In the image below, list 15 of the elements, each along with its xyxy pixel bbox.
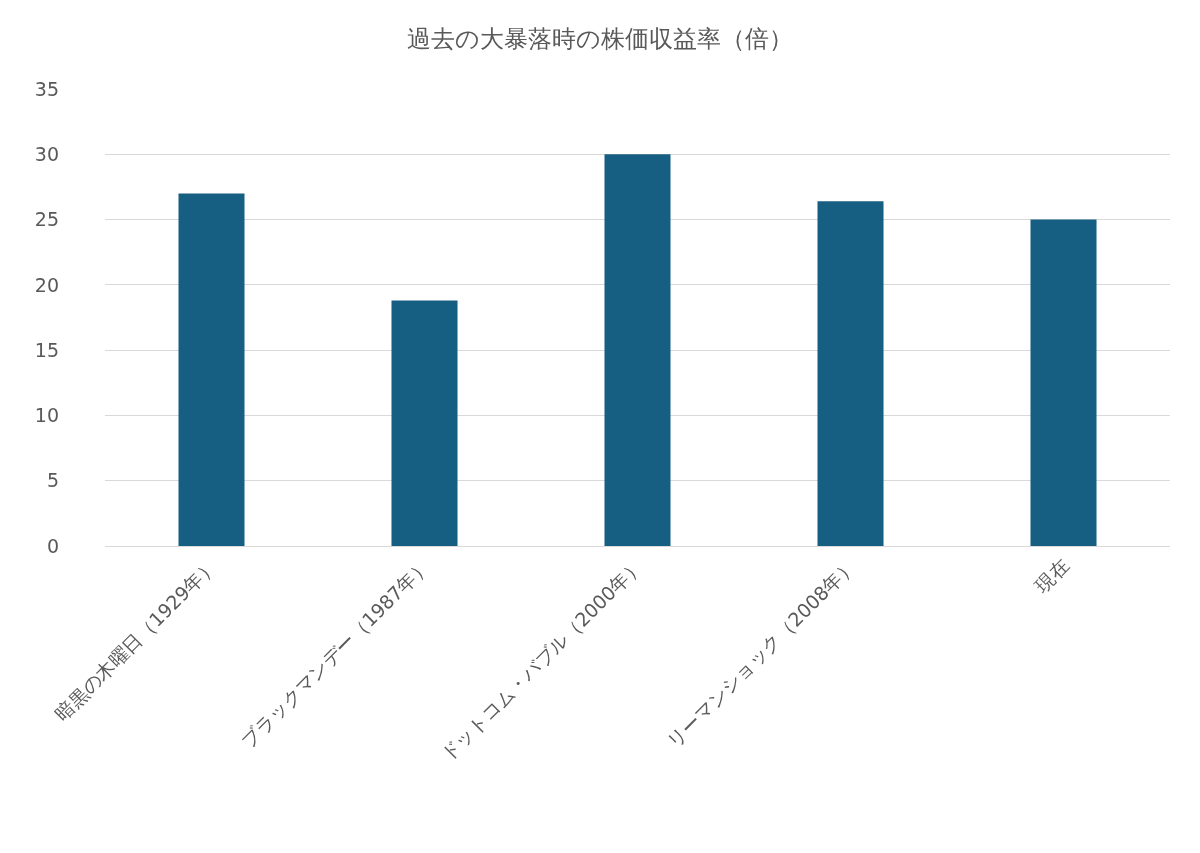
x-tick-label: 現在	[1030, 554, 1074, 597]
y-tick-label: 35	[34, 77, 59, 100]
y-tick-label: 20	[34, 273, 59, 296]
y-tick-label: 25	[34, 208, 59, 231]
y-tick-label: 30	[34, 142, 59, 165]
chart-title: 過去の大暴落時の株価収益率（倍）	[407, 24, 793, 53]
bar	[817, 201, 884, 546]
y-tick-label: 15	[34, 338, 59, 361]
bar	[391, 300, 458, 546]
bar	[604, 154, 671, 546]
y-tick-label: 5	[46, 469, 59, 492]
y-tick-label: 0	[46, 534, 59, 557]
bar	[1030, 219, 1097, 546]
bar	[178, 193, 245, 546]
y-tick-label: 10	[34, 404, 59, 427]
